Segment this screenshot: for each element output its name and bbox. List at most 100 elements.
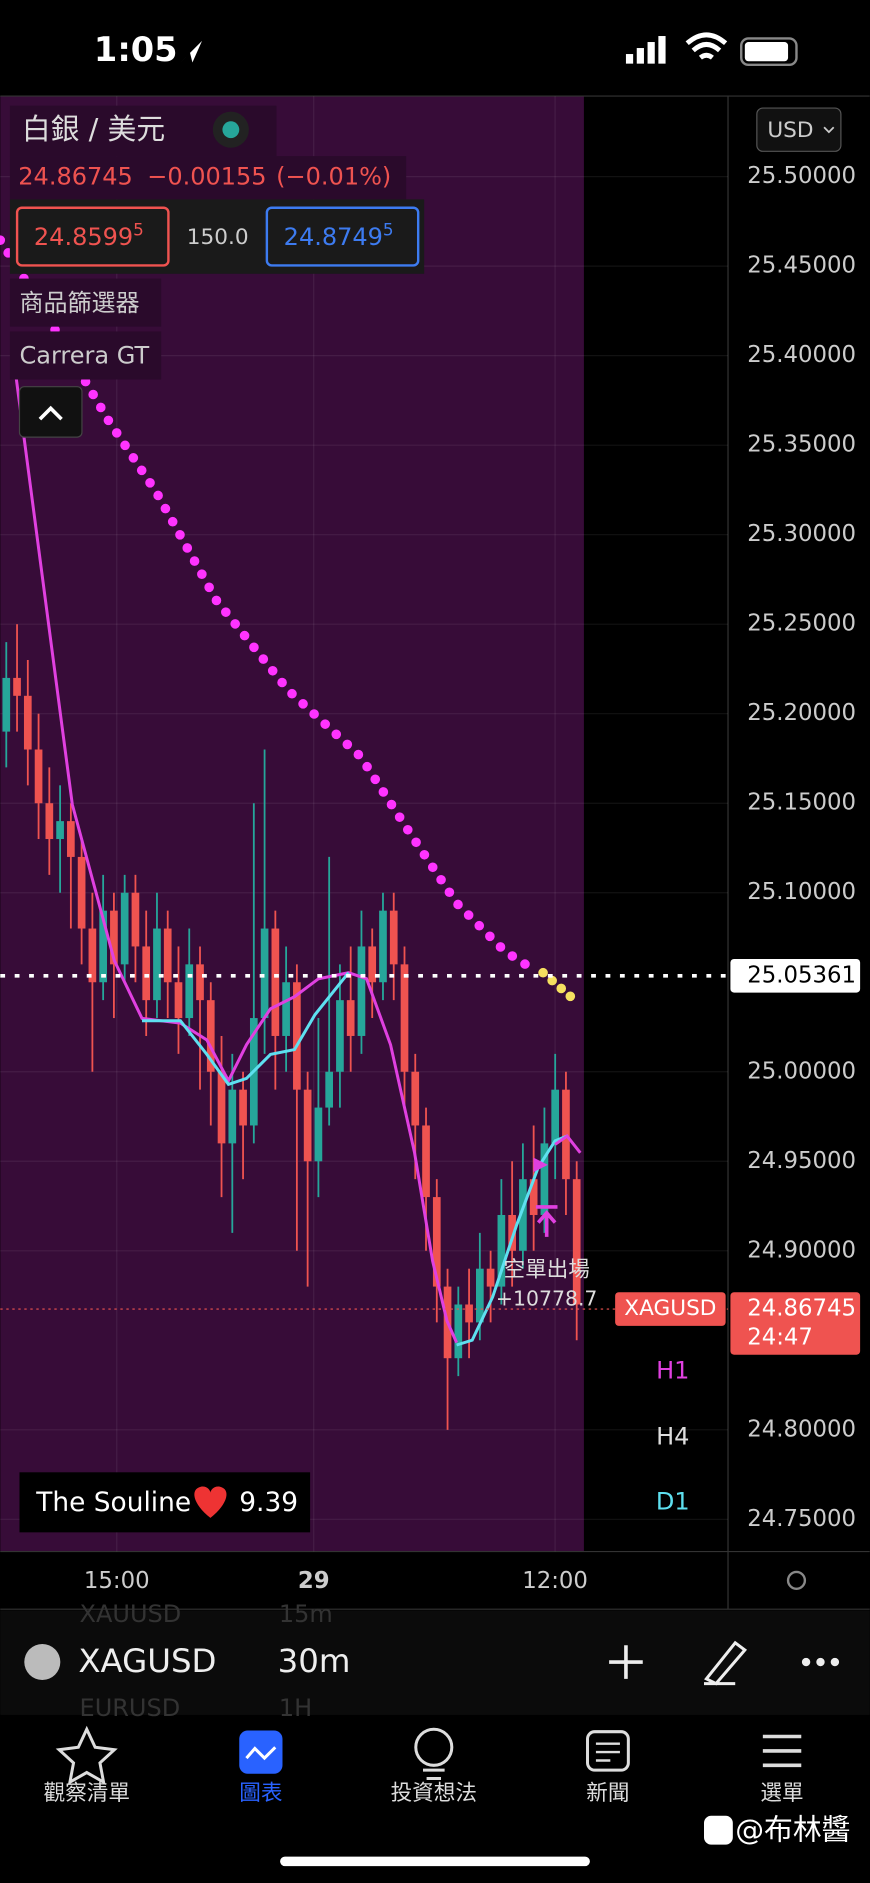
ask-pip[interactable]: 5 <box>383 220 394 240</box>
candle-body <box>110 910 118 965</box>
price-change: 24.86745 −0.00155 (−0.01%) <box>18 163 391 191</box>
candle-body <box>88 928 97 983</box>
candle-body <box>325 1071 334 1108</box>
candle-body <box>432 1197 441 1287</box>
candle-body <box>411 1071 420 1126</box>
crosshair-label: 25.05361 <box>747 962 856 988</box>
candle-body <box>368 946 377 983</box>
candle-body <box>497 1214 506 1287</box>
candle-body <box>163 928 172 983</box>
add-button[interactable] <box>609 1645 643 1679</box>
battery-icon <box>740 37 798 67</box>
heart-icon <box>194 1486 227 1518</box>
y-tick-label: 25.30000 <box>747 521 856 547</box>
y-tick-label: 25.35000 <box>747 432 856 458</box>
x-tick-label: 12:00 <box>522 1568 588 1594</box>
badge-bg <box>19 1472 311 1533</box>
ask-price[interactable]: 24.8749 <box>284 223 383 251</box>
badge-score: 9.39 <box>239 1487 298 1518</box>
more-button[interactable] <box>801 1657 840 1667</box>
candle-body <box>454 1304 463 1359</box>
sell-button[interactable] <box>15 206 170 267</box>
nav-label[interactable]: 圖表 <box>239 1781 282 1806</box>
candle-body <box>99 910 107 983</box>
watermark: @布林醬 <box>735 1812 850 1846</box>
candle-body <box>422 1125 430 1198</box>
nav-label[interactable]: 投資想法 <box>391 1781 477 1806</box>
candle-body <box>56 821 64 840</box>
indicator-line-2 <box>456 1134 568 1347</box>
x-tick-label: 15:00 <box>84 1568 150 1594</box>
price-tag-label: 24.86745 <box>747 1296 856 1322</box>
candle-body <box>23 695 32 750</box>
indicator-line-2 <box>141 971 350 1087</box>
buy-button[interactable] <box>265 206 420 267</box>
legend-bg <box>9 156 407 200</box>
y-tick-label: 25.20000 <box>747 700 856 726</box>
ideas-icon-base[interactable] <box>422 1768 445 1781</box>
collapse-icon[interactable] <box>38 405 63 421</box>
settings-icon[interactable] <box>786 1570 807 1590</box>
spread: 150.0 <box>187 225 249 250</box>
picker-faded: 15m <box>279 1600 333 1628</box>
candle-body <box>153 928 161 1001</box>
trade-bg <box>9 199 425 274</box>
candle-body <box>260 928 269 1019</box>
candle-body <box>346 1000 355 1036</box>
candle-body <box>303 1089 312 1162</box>
candle-body <box>2 677 11 732</box>
candle-body <box>142 946 151 1001</box>
currency-caret[interactable] <box>823 126 835 134</box>
candle-body <box>239 1089 247 1126</box>
overlays <box>0 973 729 1310</box>
nav-label[interactable]: 新聞 <box>586 1781 629 1806</box>
toolbar-symbol[interactable]: XAGUSD <box>78 1642 216 1680</box>
y-tick-label: 24.80000 <box>747 1416 856 1442</box>
picker-faded: 1H <box>279 1694 312 1722</box>
ask[interactable]: 24.87495 <box>284 220 394 251</box>
candle-body <box>529 1179 538 1215</box>
candle-body <box>357 946 366 1036</box>
y-tick-label: 24.90000 <box>747 1237 856 1263</box>
signal-marker <box>533 1157 548 1173</box>
wifi-icon <box>685 32 728 60</box>
symbol-icon[interactable] <box>24 1644 61 1681</box>
annotation-pnl: +10778.7 <box>496 1286 597 1310</box>
candle-body <box>217 1071 226 1144</box>
location-icon <box>180 40 203 63</box>
chart-icon[interactable] <box>239 1730 283 1774</box>
legend-bg <box>9 278 162 327</box>
currency-button[interactable] <box>756 107 842 152</box>
candle-body <box>400 964 409 1072</box>
toolbar-interval[interactable]: 30m <box>278 1642 351 1680</box>
y-tick-label: 25.00000 <box>747 1058 856 1084</box>
currency[interactable]: USD <box>767 118 813 143</box>
change-pct: (−0.01%) <box>276 163 391 191</box>
draw-button[interactable] <box>704 1640 748 1686</box>
bid-price[interactable]: 24.8599 <box>34 223 133 251</box>
bid[interactable]: 24.85995 <box>34 220 144 251</box>
nav-label[interactable]: 選單 <box>760 1781 803 1806</box>
collapse-button[interactable] <box>18 386 83 438</box>
indicator-line <box>554 1134 582 1154</box>
candle-body <box>551 1089 560 1144</box>
home-indicator <box>280 1856 590 1867</box>
bid-pip[interactable]: 5 <box>133 220 144 240</box>
market-status-dot <box>222 121 240 139</box>
chart-icon-line[interactable] <box>245 1746 277 1761</box>
menu-icon[interactable] <box>762 1734 802 1768</box>
news-icon[interactable] <box>586 1730 630 1772</box>
news-icon-lines[interactable] <box>595 1742 620 1762</box>
indicator-name: 商品篩選器 <box>19 289 139 317</box>
watchlist-icon[interactable] <box>55 1725 118 1786</box>
candle-body <box>13 677 21 696</box>
candle-body <box>185 964 194 1019</box>
ideas-icon[interactable] <box>414 1727 454 1767</box>
y-tick-label: 25.50000 <box>747 163 856 189</box>
candle-body <box>336 1000 344 1072</box>
symbol-tag-label: XAGUSD <box>624 1296 716 1321</box>
symbol-name: 白銀 / 美元 <box>22 112 165 146</box>
nav-label[interactable]: 觀察清單 <box>44 1781 130 1806</box>
